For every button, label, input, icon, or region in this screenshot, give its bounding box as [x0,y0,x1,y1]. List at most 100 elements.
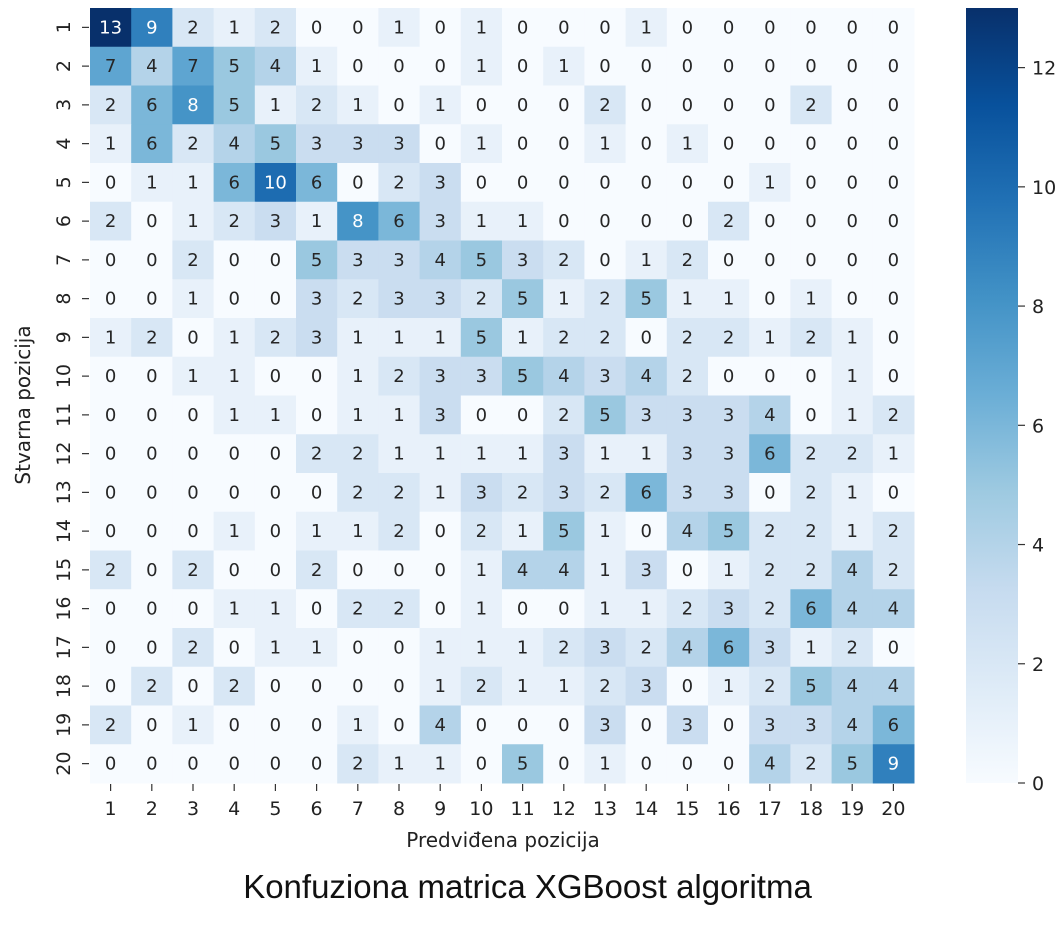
heatmap-cell [131,628,173,668]
heatmap-cell [708,395,750,435]
heatmap-cell [872,8,915,48]
heatmap-cell [90,318,132,358]
heatmap-cell [625,85,668,125]
cell-value-label: 2 [270,17,281,38]
heatmap-cell [708,124,750,164]
cell-value-label: 0 [105,444,116,465]
cell-value-label: 2 [805,482,816,503]
cell-value-label: 4 [434,715,445,736]
heatmap-cell [378,201,421,241]
cell-value-label: 0 [558,754,569,775]
heatmap-cell [337,395,379,435]
cell-value-label: 0 [270,754,281,775]
heatmap-cell [254,628,297,668]
colorbar-tick-label: 0 [1032,773,1044,795]
cell-value-label: 0 [228,444,239,465]
cell-value-label: 2 [311,560,322,581]
heatmap-cell [708,744,750,784]
x-tick-label: 1 [105,798,117,820]
heatmap-cell [584,473,627,513]
cell-value-label: 4 [846,599,857,620]
heatmap-cell [337,318,379,358]
heatmap-cell [831,628,874,668]
cell-value-label: 3 [805,715,816,736]
heatmap-cell [213,550,256,590]
cell-value-label: 0 [764,17,775,38]
heatmap-cell [831,666,874,706]
cell-value-label: 0 [599,17,610,38]
cell-value-label: 2 [352,754,363,775]
heatmap-cell [831,8,874,48]
heatmap-cell [419,395,462,435]
heatmap-cell [419,744,462,784]
cell-value-label: 0 [517,405,528,426]
y-tick-label: 19 [53,713,75,737]
cell-value-label: 0 [888,482,899,503]
cell-value-label: 0 [723,754,734,775]
heatmap-cell [254,744,297,784]
cell-value-label: 3 [682,405,693,426]
cell-value-label: 0 [599,56,610,77]
heatmap-cell [831,473,874,513]
heatmap-cell [213,434,256,474]
heatmap-cell [502,550,544,590]
cell-value-label: 6 [888,715,899,736]
cell-value-label: 1 [434,95,445,116]
cell-value-label: 3 [352,250,363,271]
cell-value-label: 1 [476,17,487,38]
cell-value-label: 3 [599,715,610,736]
cell-value-label: 1 [187,366,198,387]
heatmap-cell [872,318,915,358]
heatmap-cell [749,318,791,358]
cell-value-label: 0 [228,637,239,658]
cell-value-label: 0 [352,637,363,658]
cell-value-label: 10 [264,172,287,193]
heatmap-cell [213,705,256,745]
cell-value-label: 5 [228,95,239,116]
heatmap-cell [543,744,585,784]
cell-value-label: 2 [599,327,610,348]
heatmap-cell [625,473,668,513]
cell-value-label: 5 [517,366,528,387]
heatmap-cell [749,628,791,668]
heatmap-cell [378,318,421,358]
heatmap-cell [502,434,544,474]
heatmap-cell [666,511,709,551]
heatmap-cell [872,395,915,435]
heatmap-cell [872,628,915,668]
heatmap-cell [708,511,750,551]
heatmap-cell [254,279,297,319]
cell-value-label: 5 [476,327,487,348]
cell-value-label: 0 [888,56,899,77]
heatmap-cell [708,356,750,396]
cell-value-label: 2 [187,637,198,658]
cell-value-label: 1 [434,754,445,775]
heatmap-cell [872,85,915,125]
heatmap-cell [790,473,833,513]
cell-value-label: 1 [270,637,281,658]
heatmap-cell [90,85,132,125]
cell-value-label: 2 [270,327,281,348]
heatmap-cell [131,511,173,551]
heatmap-cell [337,279,379,319]
heatmap-cell [213,589,256,629]
x-axis-title: Predviđena pozicija [406,828,600,852]
heatmap-cell [708,666,750,706]
heatmap-cell [666,666,709,706]
cell-value-label: 0 [558,599,569,620]
heatmap-cell [378,163,421,203]
cell-value-label: 1 [640,17,651,38]
x-tick-label: 14 [634,798,658,820]
heatmap-cell [584,201,627,241]
cell-value-label: 2 [558,250,569,271]
cell-value-label: 0 [105,172,116,193]
cell-value-label: 0 [476,715,487,736]
heatmap-cell [502,744,544,784]
x-tick-label: 5 [269,798,281,820]
heatmap-cell [584,240,627,280]
cell-value-label: 2 [764,676,775,697]
heatmap-cell [296,395,338,435]
cell-value-label: 13 [99,17,122,38]
colorbar-tick-label: 6 [1032,415,1044,437]
